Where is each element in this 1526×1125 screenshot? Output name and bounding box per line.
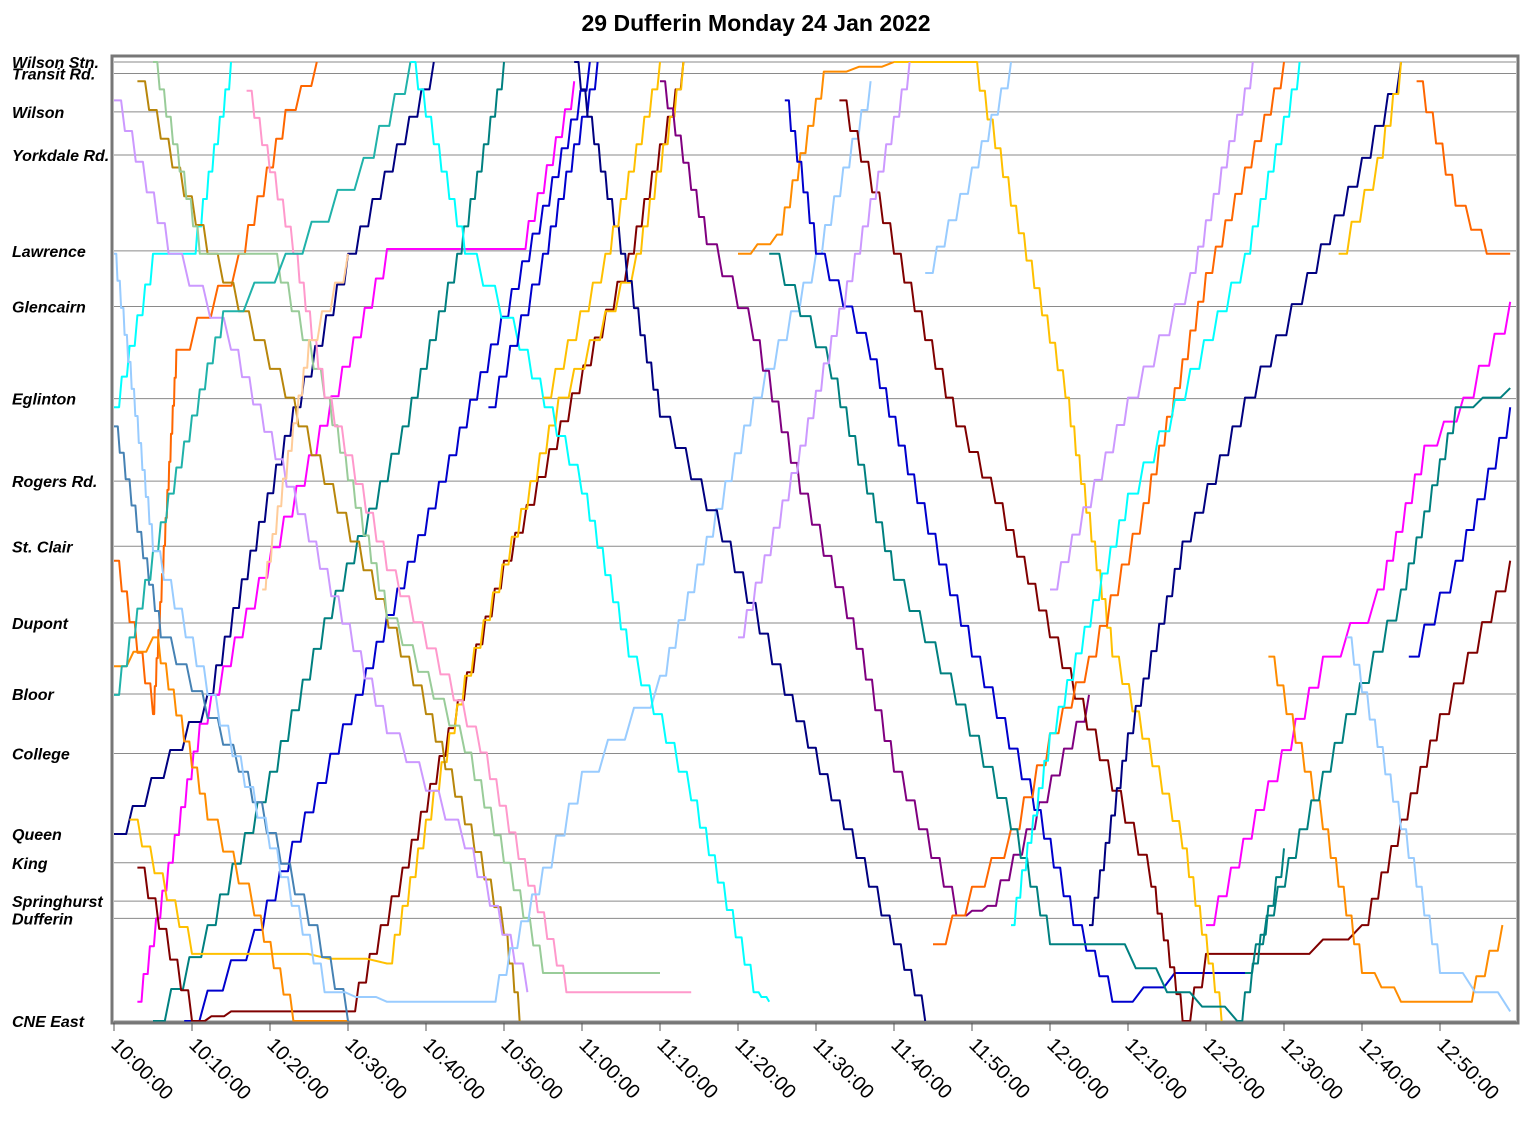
time-tick-label: 10:00:00 [106, 1034, 177, 1105]
vehicle-trace-23 [543, 61, 661, 399]
vehicle-trace-24 [784, 99, 1245, 1003]
stop-label: Dupont [12, 616, 69, 633]
vehicle-trace-17 [114, 81, 872, 1003]
time-tick-label: 10:40:00 [418, 1034, 489, 1105]
vehicle-trace-28 [925, 61, 1012, 274]
stop-gridlines [114, 61, 1516, 1022]
time-tick-label: 10:50:00 [496, 1034, 567, 1105]
vehicle-trace-37 [1050, 61, 1254, 591]
vehicle-trace-8 [114, 61, 318, 716]
time-tick-label: 11:20:00 [730, 1034, 800, 1104]
chart-title: 29 Dufferin Monday 24 Jan 2022 [582, 10, 931, 36]
vehicle-trace-21 [660, 80, 1090, 917]
vehicle-trace-38 [1346, 636, 1512, 1012]
stop-label: Rogers Rd. [12, 474, 97, 491]
vehicle-trace-40 [1408, 407, 1512, 658]
vehicle-trace-15 [114, 61, 412, 696]
time-tick-label: 12:20:00 [1198, 1034, 1269, 1105]
vehicle-trace-10 [114, 425, 349, 1022]
time-tick-label: 11:00:00 [574, 1034, 644, 1104]
vehicle-trace-22 [738, 61, 895, 255]
plot-frame [110, 54, 1520, 1025]
vehicle-trace-20 [574, 61, 927, 1022]
vehicle-trace-2 [184, 61, 591, 1022]
stop-labels: Wilson Stn.Transit Rd. Wilson Yorkdale Rd.… [12, 55, 109, 1031]
vehicle-trace-18 [410, 61, 771, 1003]
time-tick-label: 11:10:00 [652, 1034, 722, 1104]
stop-label: Dufferin [12, 911, 73, 928]
stop-label: Eglinton [12, 392, 76, 409]
vehicle-trace-3 [137, 81, 576, 1003]
vehicle-trace-39 [1416, 80, 1511, 255]
vehicle-trace-29 [769, 252, 1285, 1022]
vehicle-traces [114, 61, 1512, 1022]
vehicle-trace-4 [153, 61, 505, 1022]
time-tick-label: 12:50:00 [1432, 1034, 1503, 1105]
stop-label: Transit Rd. [12, 67, 95, 84]
vehicle-trace-11 [137, 80, 521, 1022]
time-axis-labels: 10:00:00 10:10:00 10:20:00 10:30:00 10:40:00… [106, 1023, 1503, 1105]
vehicle-trace-7 [114, 61, 232, 409]
time-tick-label: 12:00:00 [1042, 1034, 1113, 1105]
vehicle-trace-36 [1245, 387, 1511, 974]
stop-label: Queen [12, 827, 62, 844]
stop-label: CNE East [12, 1014, 85, 1031]
vehicle-trace-5 [137, 61, 685, 1022]
stop-label: King [12, 856, 48, 873]
time-tick-label: 11:50:00 [964, 1034, 1034, 1104]
vehicle-trace-25 [839, 99, 1512, 1022]
vehicle-trace-14 [246, 89, 692, 994]
vehicle-trace-31 [1089, 61, 1402, 927]
vehicle-trace-34 [1268, 655, 1504, 1003]
time-tick-label: 12:10:00 [1120, 1034, 1191, 1105]
vehicle-trace-26 [894, 61, 1223, 1022]
vehicle-trace-19 [488, 61, 599, 409]
stop-label: Bloor [12, 687, 55, 704]
time-tick-label: 12:40:00 [1354, 1034, 1425, 1105]
vehicle-trace-30 [738, 61, 911, 639]
vehicle-trace-16 [262, 253, 349, 591]
vehicle-trace-32 [1206, 301, 1512, 927]
time-tick-label: 10:10:00 [184, 1034, 255, 1105]
vehicle-trace-12 [114, 99, 529, 993]
stop-label: Glencairn [12, 300, 86, 317]
stop-label: St. Clair [12, 539, 73, 556]
stop-label: Lawrence [12, 244, 86, 261]
time-tick-label: 10:20:00 [262, 1034, 333, 1105]
time-tick-label: 12:30:00 [1276, 1034, 1347, 1105]
stop-label: Wilson [12, 105, 65, 122]
vehicle-trace-13 [153, 61, 660, 974]
vehicle-trace-33 [1011, 61, 1301, 927]
stop-label: Springhurst [12, 894, 103, 911]
time-tick-label: 11:40:00 [886, 1034, 956, 1104]
stop-label: Yorkdale Rd. [12, 148, 109, 165]
vehicle-trace-1 [114, 61, 435, 835]
time-tick-label: 10:30:00 [340, 1034, 411, 1105]
vehicle-trace-9 [114, 636, 348, 1022]
time-tick-label: 11:30:00 [808, 1034, 878, 1104]
stop-label: College [12, 746, 70, 763]
vehicle-trace-6 [129, 61, 685, 965]
vehicle-trace-27 [933, 61, 1285, 946]
stop-label: Wilson Stn. [12, 55, 99, 72]
vehicle-trace-35 [1338, 61, 1402, 255]
